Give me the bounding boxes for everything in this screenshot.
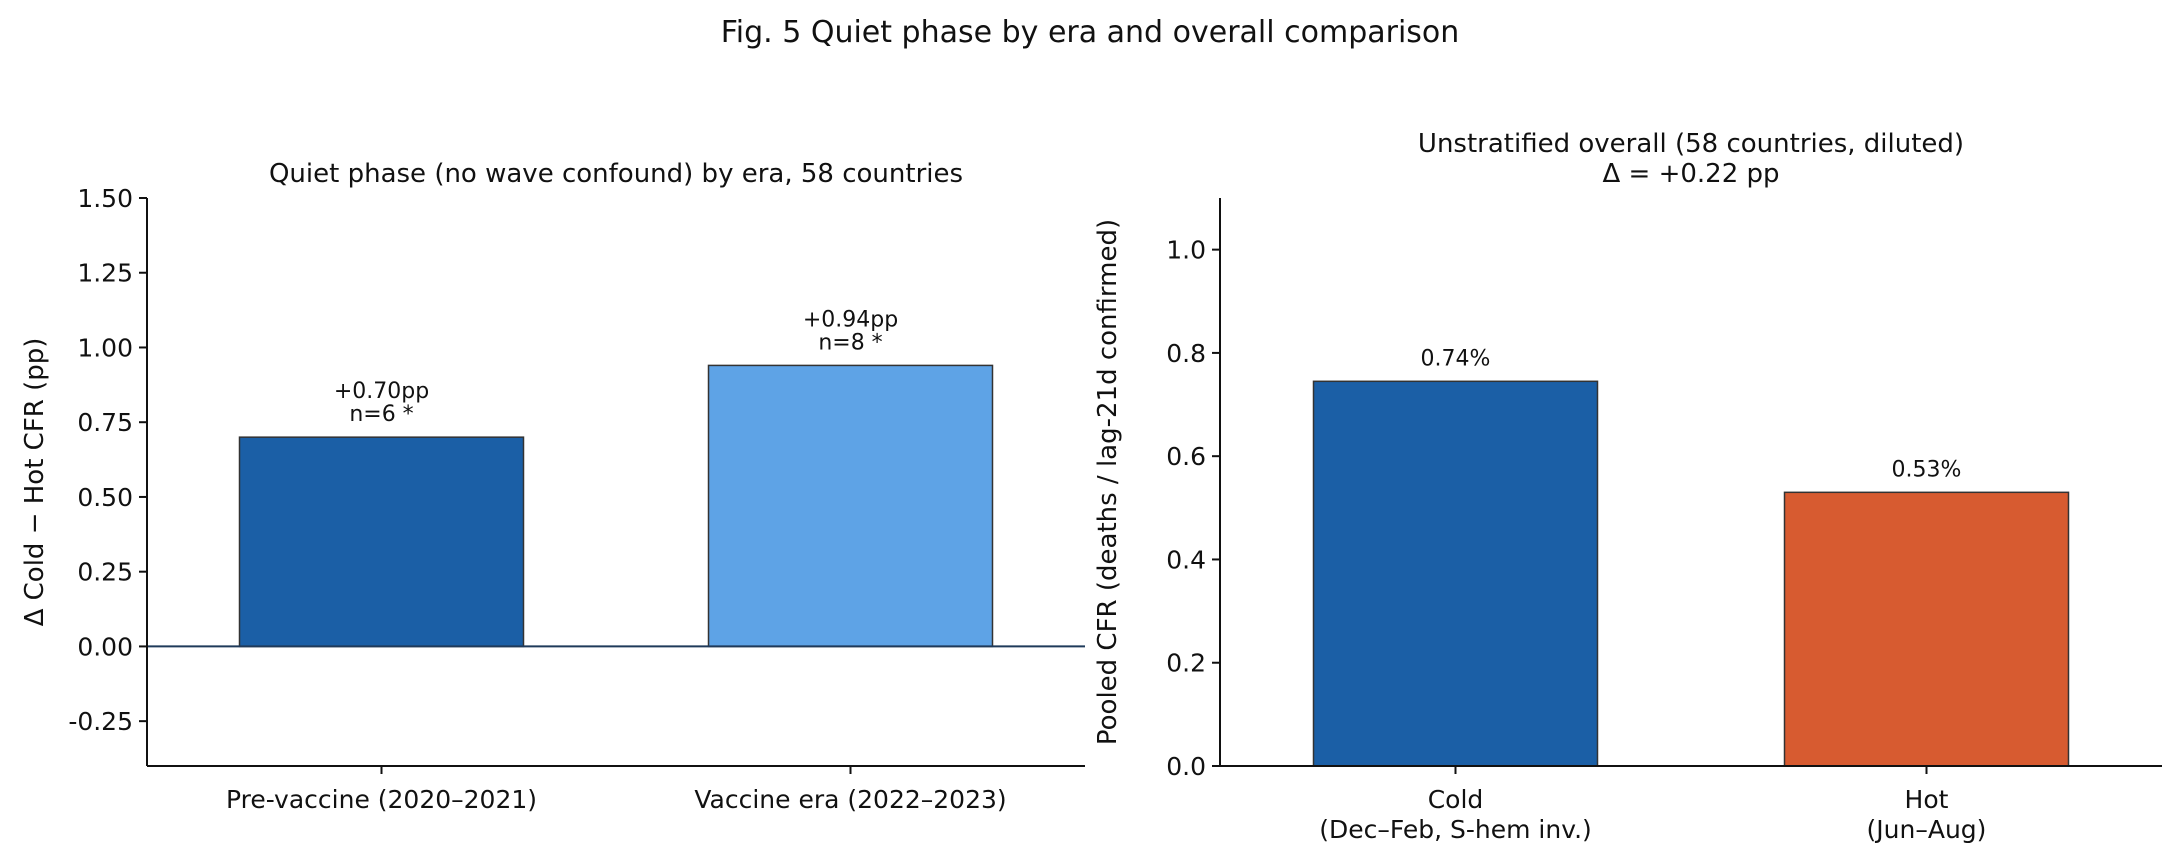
x-tick-label-pre-vaccine: Pre-vaccine (2020–2021) xyxy=(226,785,537,814)
y-tick-label: 1.25 xyxy=(77,259,133,288)
y-tick-label: 1.00 xyxy=(77,333,133,362)
chart-panel-unstratified-overall: Unstratified overall (58 countries, dilu… xyxy=(1093,129,2162,844)
figure-suptitle: Fig. 5 Quiet phase by era and overall co… xyxy=(721,15,1460,50)
x-tick-label-vaccine-era: Vaccine era (2022–2023) xyxy=(694,785,1006,814)
y-tick-label: 0.25 xyxy=(77,558,133,587)
x-tick-label-cold-line-2: (Dec–Feb, S-hem inv.) xyxy=(1319,815,1592,844)
x-tick-label-hot-line-2: (Jun–Aug) xyxy=(1867,815,1987,844)
bar-label-hot: 0.53% xyxy=(1892,457,1962,482)
y-tick-label: 0.2 xyxy=(1166,649,1206,678)
bar-pre-vaccine xyxy=(238,436,525,648)
y-tick-label: 0.0 xyxy=(1166,752,1206,781)
y-tick-label: 0.50 xyxy=(77,483,133,512)
y-tick-label: 0.75 xyxy=(77,408,133,437)
y-tick-label: 0.4 xyxy=(1166,545,1206,574)
y-tick-label: -0.25 xyxy=(68,707,133,736)
bar-label-cold: 0.74% xyxy=(1421,346,1491,371)
y-axis-label: Pooled CFR (deaths / lag-21d confirmed) xyxy=(1093,219,1123,745)
y-tick-label: 0.6 xyxy=(1166,442,1206,471)
chart-panel-quiet-phase-by-era: Quiet phase (no wave confound) by era, 5… xyxy=(20,159,1085,814)
chart-title: Quiet phase (no wave confound) by era, 5… xyxy=(269,159,963,189)
bar-vaccine-era xyxy=(707,364,994,648)
bar-label-pre-vaccine-line-1: +0.70pp xyxy=(334,379,429,404)
bar-cold xyxy=(1312,380,1599,767)
y-tick-label: 0.00 xyxy=(77,632,133,661)
bar-label-vaccine-era-line-1: +0.94pp xyxy=(803,307,898,332)
bar-hot xyxy=(1783,491,2070,767)
y-tick-label: 1.50 xyxy=(77,184,133,213)
y-tick-label: 1.0 xyxy=(1166,236,1206,265)
chart-title-line-1: Unstratified overall (58 countries, dilu… xyxy=(1418,129,1964,159)
bar-label-pre-vaccine-line-2: n=6 * xyxy=(349,402,413,427)
bar-label-vaccine-era-line-2: n=8 * xyxy=(818,330,882,355)
x-tick-label-cold-line-1: Cold xyxy=(1428,785,1484,814)
chart-title-line-2: Δ = +0.22 pp xyxy=(1602,159,1779,189)
x-tick-label-hot-line-1: Hot xyxy=(1905,785,1949,814)
y-axis-label: Δ Cold − Hot CFR (pp) xyxy=(20,338,50,627)
y-tick-label: 0.8 xyxy=(1166,339,1206,368)
